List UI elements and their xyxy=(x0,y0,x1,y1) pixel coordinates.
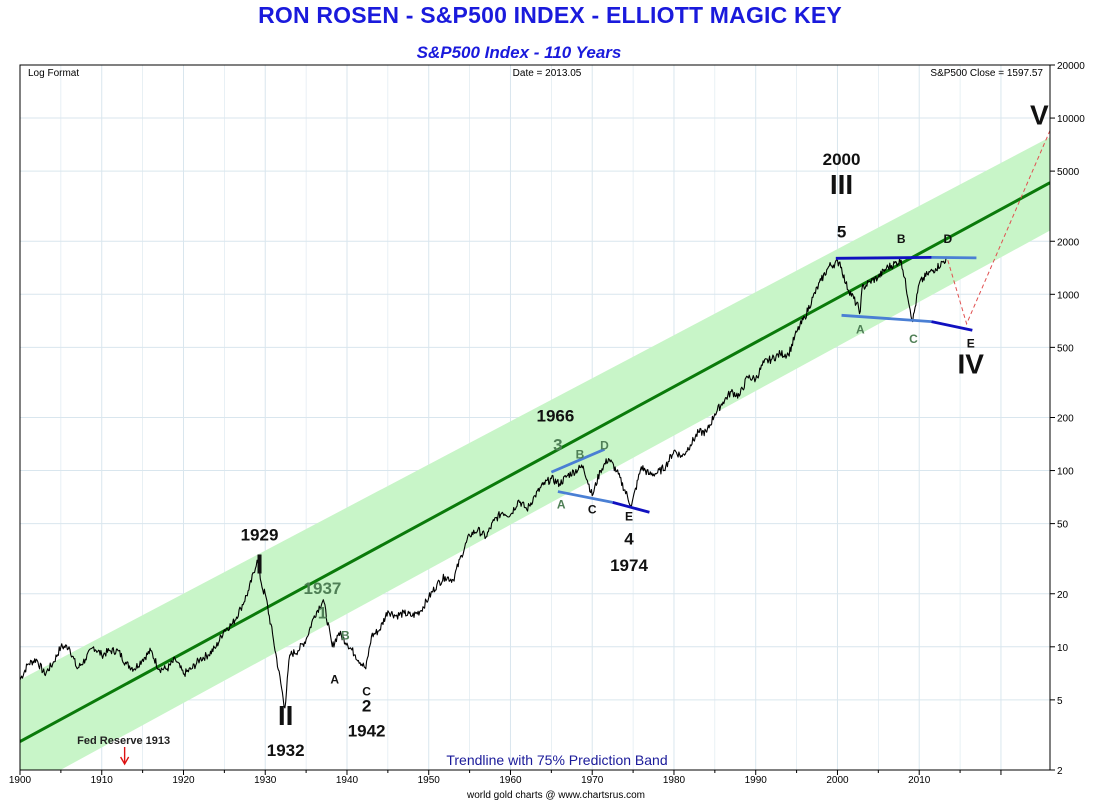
wave-boundary-line xyxy=(931,320,973,332)
x-tick-label: 1920 xyxy=(172,775,195,786)
wave-label: A xyxy=(557,497,566,511)
wave-label: 2000 xyxy=(823,150,861,169)
wave-label: E xyxy=(625,510,633,524)
y-tick-label: 2 xyxy=(1057,766,1063,777)
wave-label: I xyxy=(256,549,264,580)
y-tick-label: 500 xyxy=(1057,343,1074,354)
band-caption: Trendline with 75% Prediction Band xyxy=(446,752,667,768)
x-tick-label: 2010 xyxy=(908,775,931,786)
x-tick-label: 1990 xyxy=(745,775,768,786)
date-label: Date = 2013.05 xyxy=(513,68,582,79)
wave-boundary-line xyxy=(557,490,613,504)
axes-layer: 1900 1910 1920 1930 1940 1950 1960 1970 1980 1990… xyxy=(9,61,1085,786)
x-tick-label: 1930 xyxy=(254,775,277,786)
x-tick-label: 2000 xyxy=(826,775,849,786)
prediction-band xyxy=(20,137,1050,770)
wave-v-projection xyxy=(947,130,1050,326)
wave-label: D xyxy=(600,438,609,452)
fed-reserve-label: Fed Reserve 1913 xyxy=(77,735,170,747)
wave-boundary-line xyxy=(612,501,650,514)
y-tick-label: 10000 xyxy=(1057,114,1085,125)
x-tick-label: 1900 xyxy=(9,775,32,786)
x-tick-label: 1950 xyxy=(418,775,441,786)
wave-label: B xyxy=(341,629,350,643)
y-tick-label: 1000 xyxy=(1057,290,1080,301)
x-tick-label: 1910 xyxy=(91,775,114,786)
wave-label: II xyxy=(278,700,294,731)
wave-boundary-line xyxy=(835,255,932,260)
wave-label: 1929 xyxy=(241,526,279,545)
wave-label: B xyxy=(897,232,906,246)
wave-boundary-line xyxy=(841,313,932,324)
wave-label: 1974 xyxy=(610,556,648,575)
wave-label: IV xyxy=(957,349,984,380)
wave-label: 2 xyxy=(362,696,371,715)
wave-label: 1966 xyxy=(537,406,575,425)
fed-reserve-arrow-head xyxy=(120,756,130,766)
wave-label: E xyxy=(967,336,975,350)
wave-label: 1937 xyxy=(304,579,342,598)
wave-label: 1932 xyxy=(267,741,305,760)
sp500-price-line xyxy=(19,256,948,709)
y-tick-label: 10 xyxy=(1057,643,1069,654)
y-tick-label: 5000 xyxy=(1057,167,1080,178)
y-tick-label: 200 xyxy=(1057,414,1074,425)
y-tick-label: 20 xyxy=(1057,590,1069,601)
log-format-label: Log Format xyxy=(28,68,79,79)
wave-label: V xyxy=(1030,99,1049,130)
wave-label: 1 xyxy=(318,603,327,622)
wave-label: 3 xyxy=(553,435,562,454)
close-value-label: S&P500 Close = 1597.57 xyxy=(930,68,1043,79)
chart-subtitle: S&P500 Index - 110 Years xyxy=(416,43,622,62)
wave-label: D xyxy=(943,232,952,246)
price-line-layer xyxy=(19,256,948,709)
wave-label: A xyxy=(330,672,339,686)
wave-label: A xyxy=(856,322,865,336)
x-tick-label: 1970 xyxy=(581,775,604,786)
y-tick-label: 20000 xyxy=(1057,61,1085,72)
x-tick-label: 1960 xyxy=(499,775,522,786)
y-tick-label: 50 xyxy=(1057,520,1069,531)
wave-label: 1942 xyxy=(348,721,386,740)
y-tick-label: 100 xyxy=(1057,467,1074,478)
wave-label: 5 xyxy=(837,223,846,242)
prediction-band-layer xyxy=(20,137,1050,770)
chart-main-title: RON ROSEN - S&P500 INDEX - ELLIOTT MAGIC… xyxy=(258,2,842,28)
wave-label: C xyxy=(909,332,918,346)
wave-label: C xyxy=(362,684,371,698)
x-tick-label: 1980 xyxy=(663,775,686,786)
wave-lines-layer xyxy=(550,130,1050,514)
wave-label: 4 xyxy=(624,530,634,549)
y-tick-label: 5 xyxy=(1057,696,1063,707)
credit-text: world gold charts @ www.chartsrus.com xyxy=(466,790,645,800)
wave-label: III xyxy=(830,169,853,200)
y-tick-label: 2000 xyxy=(1057,237,1080,248)
x-tick-label: 1940 xyxy=(336,775,359,786)
wave-label: B xyxy=(576,448,585,462)
wave-boundary-line xyxy=(550,448,606,474)
wave-label: C xyxy=(588,503,597,517)
